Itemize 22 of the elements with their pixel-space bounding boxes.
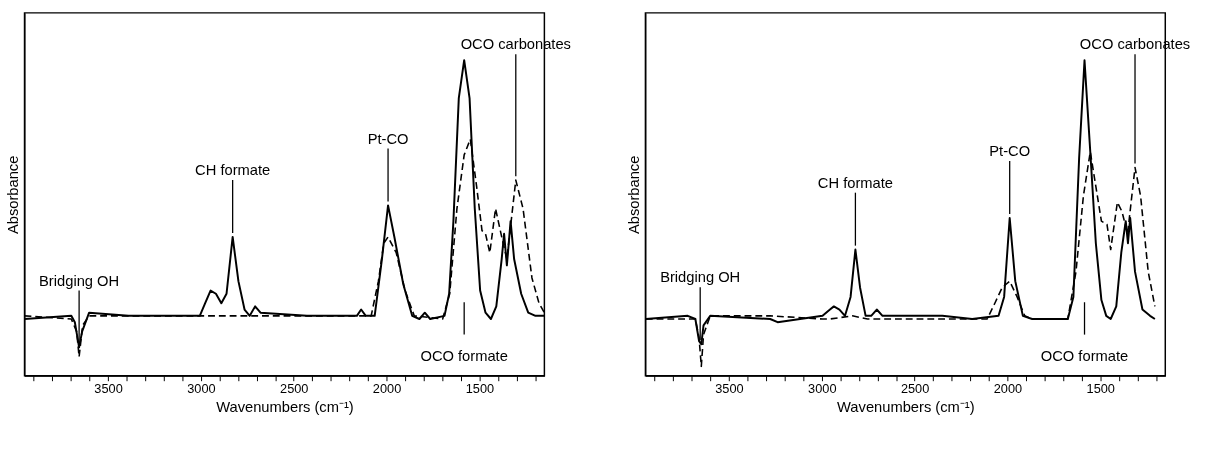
- x-tick-label: 3000: [187, 380, 216, 396]
- x-tick-label: 2500: [900, 380, 930, 396]
- x-tick-label: 2500: [280, 380, 309, 396]
- annotation: OCO formate: [420, 348, 508, 365]
- y-axis-title: Absorbance: [626, 155, 643, 235]
- annotation: Bridging OH: [39, 272, 120, 289]
- x-axis-title: Wavenumbers (cm⁻¹): [837, 398, 975, 415]
- x-tick-label: 3500: [715, 380, 744, 396]
- y-axis-title: Absorbance: [5, 155, 22, 235]
- x-tick-label: 1500: [465, 380, 495, 396]
- x-tick-label: 3000: [808, 380, 837, 396]
- x-tick-label: 3500: [94, 380, 123, 396]
- annotation: Pt-CO: [989, 143, 1031, 160]
- annotation: CH formate: [195, 162, 271, 179]
- annotation: OCO formate: [1040, 348, 1129, 365]
- annotation: CH formate: [817, 174, 893, 191]
- x-tick-label: 2000: [372, 380, 402, 396]
- x-tick-label: 1500: [1086, 380, 1115, 396]
- annotation: Pt-CO: [367, 130, 409, 147]
- annotation: Bridging OH: [660, 269, 741, 286]
- x-tick-label: 2000: [993, 380, 1023, 396]
- x-axis-title: Wavenumbers (cm⁻¹): [216, 398, 354, 415]
